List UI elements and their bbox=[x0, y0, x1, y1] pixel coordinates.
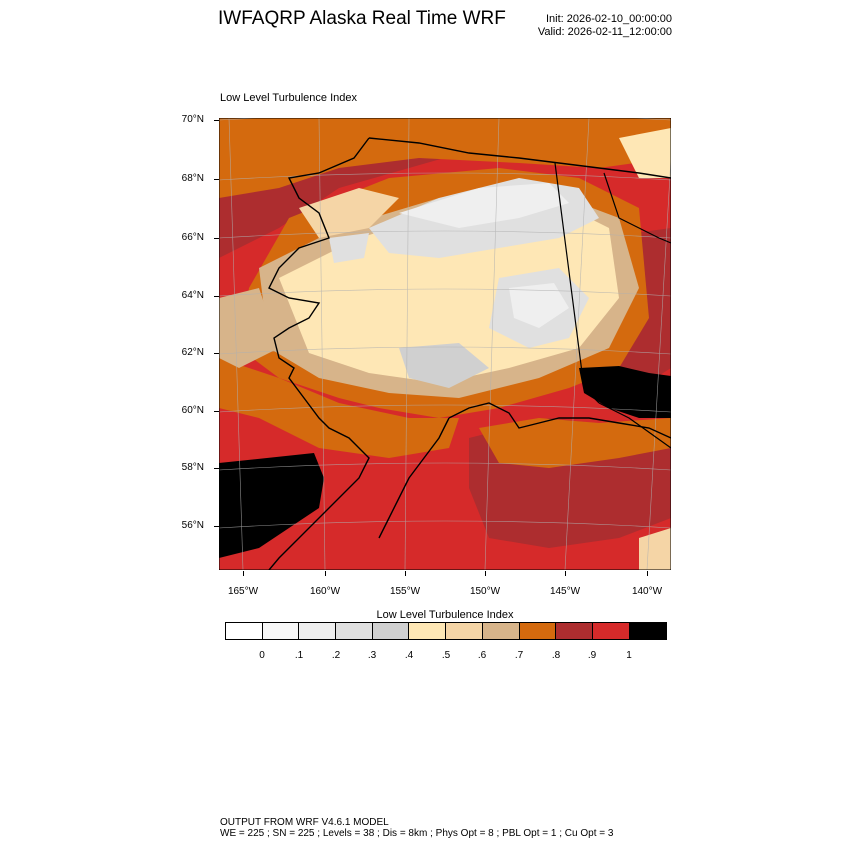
lat-tick bbox=[214, 526, 219, 527]
field-pale-corner bbox=[639, 528, 671, 570]
lon-tick bbox=[647, 571, 648, 576]
colorbar-swatch bbox=[446, 623, 483, 639]
colorbar-label: .4 bbox=[404, 650, 414, 661]
field-lightgray-brooks bbox=[399, 183, 569, 228]
lat-label-64n: 64°N bbox=[181, 290, 204, 301]
colorbar-label: .7 bbox=[514, 650, 524, 661]
colorbar-swatch bbox=[372, 623, 410, 639]
colorbar-swatch bbox=[519, 623, 557, 639]
lat-label-62n: 62°N bbox=[181, 347, 204, 358]
colorbar-swatch bbox=[226, 623, 263, 639]
border bbox=[554, 162, 671, 449]
lat-label-56n: 56°N bbox=[181, 520, 204, 531]
lat-tick bbox=[214, 353, 219, 354]
field-tan-west bbox=[219, 288, 279, 368]
lon-label-165w: 165°W bbox=[227, 586, 259, 597]
lat-label-60n: 60°N bbox=[181, 405, 204, 416]
colorbar-label: .8 bbox=[551, 650, 561, 661]
field-orange-coast bbox=[479, 418, 671, 468]
lat-tick bbox=[214, 120, 219, 121]
map-panel bbox=[219, 118, 671, 570]
lon-label-145w: 145°W bbox=[549, 586, 581, 597]
colorbar-swatch bbox=[482, 623, 520, 639]
colorbar-swatch bbox=[299, 623, 337, 639]
colorbar-swatch bbox=[336, 623, 373, 639]
lon-tick bbox=[405, 571, 406, 576]
lon-tick bbox=[243, 571, 244, 576]
colorbar-swatch bbox=[629, 623, 667, 639]
init-time: Init: 2026-02-10_00:00:00 bbox=[546, 13, 672, 25]
field-title: Low Level Turbulence Index bbox=[220, 92, 357, 104]
lat-tick bbox=[214, 238, 219, 239]
lat-tick bbox=[214, 411, 219, 412]
field-orange-southwest bbox=[219, 358, 459, 458]
valid-time: Valid: 2026-02-11_12:00:00 bbox=[537, 26, 672, 38]
lon-tick bbox=[325, 571, 326, 576]
colorbar-label: .9 bbox=[587, 650, 597, 661]
lon-tick bbox=[565, 571, 566, 576]
lat-tick bbox=[214, 179, 219, 180]
lon-label-150w: 150°W bbox=[469, 586, 501, 597]
coastline bbox=[268, 137, 671, 570]
colorbar-label: .5 bbox=[441, 650, 451, 661]
lat-tick bbox=[214, 468, 219, 469]
model-footer: OUTPUT FROM WRF V4.6.1 MODEL WE = 225 ; … bbox=[220, 817, 613, 839]
lat-label-68n: 68°N bbox=[181, 173, 204, 184]
colorbar-swatch bbox=[409, 623, 447, 639]
colorbar-label: .1 bbox=[294, 650, 304, 661]
lat-label-70n: 70°N bbox=[181, 114, 204, 125]
field-pale-northeast bbox=[619, 128, 671, 178]
lat-label-58n: 58°N bbox=[181, 462, 204, 473]
colorbar bbox=[225, 622, 668, 640]
colorbar-swatch bbox=[262, 623, 300, 639]
lon-label-160w: 160°W bbox=[309, 586, 341, 597]
colorbar-label: 1 bbox=[626, 650, 632, 661]
field-lightgray-interior bbox=[509, 283, 569, 328]
colorbar-swatch bbox=[556, 623, 593, 639]
colorbar-label: 0 bbox=[259, 650, 265, 661]
plot-title: IWFAQRP Alaska Real Time WRF bbox=[218, 8, 506, 29]
lat-tick bbox=[214, 296, 219, 297]
footer-model-line: OUTPUT FROM WRF V4.6.1 MODEL bbox=[220, 817, 389, 828]
field-max-bering bbox=[219, 453, 324, 558]
lon-label-155w: 155°W bbox=[389, 586, 421, 597]
lon-label-140w: 140°W bbox=[631, 586, 663, 597]
field-orange-north bbox=[219, 118, 671, 198]
lat-label-66n: 66°N bbox=[181, 232, 204, 243]
colorbar-label: .6 bbox=[477, 650, 487, 661]
field-gray-alaska-range bbox=[399, 343, 489, 388]
turbulence-map bbox=[219, 118, 671, 570]
colorbar-label: .3 bbox=[367, 650, 377, 661]
colorbar-title: Low Level Turbulence Index bbox=[376, 609, 514, 621]
footer-config-line: WE = 225 ; SN = 225 ; Levels = 38 ; Dis … bbox=[220, 828, 614, 839]
colorbar-label: .2 bbox=[331, 650, 341, 661]
lon-tick bbox=[485, 571, 486, 576]
run-info: Init: 2026-02-10_00:00:00 Valid: 2026-02… bbox=[520, 13, 672, 39]
colorbar-swatch bbox=[592, 623, 630, 639]
field-max-yukon bbox=[579, 366, 671, 418]
field-gray-west bbox=[329, 233, 369, 263]
